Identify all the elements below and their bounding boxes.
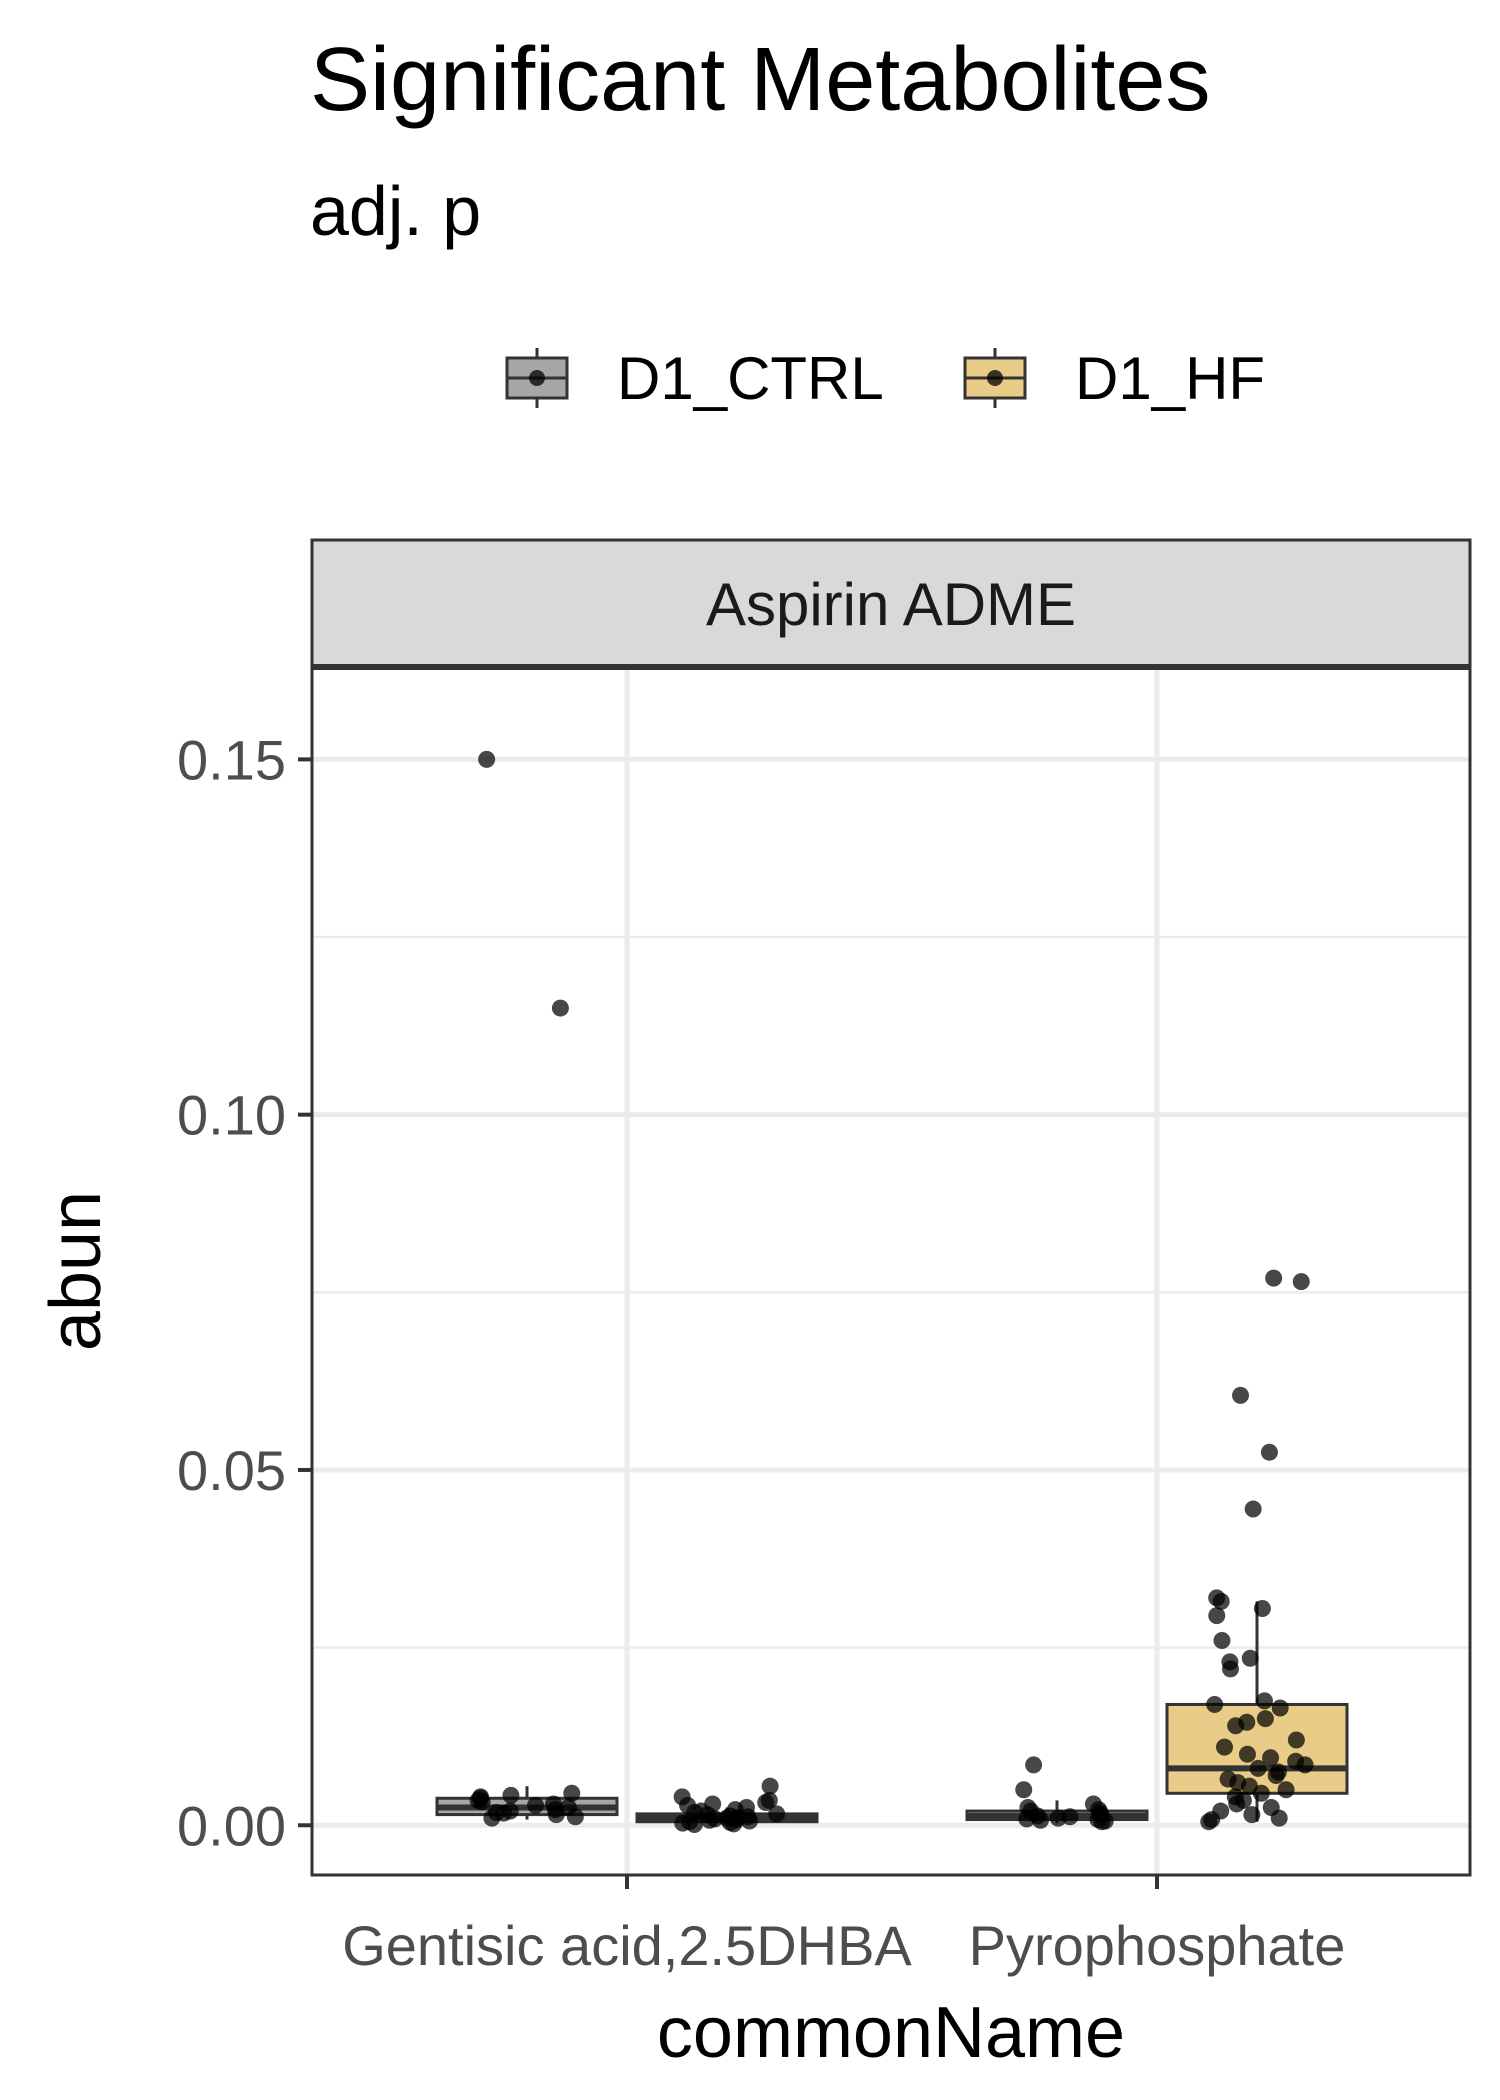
data-point (502, 1786, 520, 1804)
data-point (1018, 1810, 1036, 1828)
data-point (1238, 1745, 1256, 1763)
data-point (1243, 1806, 1261, 1824)
data-point (1270, 1809, 1288, 1827)
legend-key-point-0 (529, 370, 545, 386)
data-point (1216, 1738, 1234, 1756)
y-tick-label-0: 0.00 (177, 1794, 286, 1857)
data-point (1093, 1813, 1111, 1831)
data-point (701, 1811, 719, 1829)
data-point (1255, 1692, 1273, 1710)
plot-panel (312, 667, 1470, 1875)
axes: 0.00 0.05 0.10 0.15 Gentisic acid,2.5DHBA Pyr… (177, 728, 1345, 1977)
data-point (757, 1794, 775, 1812)
data-point (1262, 1749, 1280, 1767)
data-point (551, 999, 569, 1017)
data-point (566, 1808, 584, 1826)
data-point (725, 1815, 743, 1833)
legend: D1_CTRL D1_HF (505, 345, 1265, 412)
data-point (685, 1816, 703, 1834)
y-axis-title: abun (36, 1191, 116, 1351)
facet-strip (310, 538, 1472, 669)
data-point (1244, 1500, 1262, 1518)
y-tick-label-1: 0.05 (177, 1439, 286, 1502)
y-tick-label-3: 0.15 (177, 728, 286, 791)
data-point (1277, 1781, 1295, 1799)
data-point (740, 1812, 758, 1830)
chart-title: Significant Metabolites (310, 30, 1210, 130)
x-axis-title: commonName (657, 1993, 1125, 2073)
data-point (1267, 1767, 1285, 1785)
data-point (1049, 1809, 1067, 1827)
data-point (761, 1777, 779, 1795)
legend-key-point-1 (987, 370, 1003, 386)
data-point (1228, 1795, 1246, 1813)
data-point (1249, 1759, 1267, 1777)
data-point (1025, 1756, 1043, 1774)
data-point (1241, 1649, 1259, 1667)
legend-label-1: D1_HF (1075, 345, 1265, 412)
data-point (483, 1809, 501, 1827)
data-point (1206, 1695, 1224, 1713)
data-point (1221, 1660, 1239, 1678)
data-point (478, 750, 496, 768)
data-point (1212, 1592, 1230, 1610)
data-point (1208, 1607, 1226, 1625)
legend-label-0: D1_CTRL (617, 345, 884, 412)
facet-strip-label: Aspirin ADME (706, 571, 1076, 638)
data-point (547, 1806, 565, 1824)
x-tick-label-1: Pyrophosphate (969, 1914, 1346, 1977)
x-tick-label-0: Gentisic acid,2.5DHBA (342, 1914, 912, 1977)
data-point (1015, 1781, 1033, 1799)
chart-subtitle: adj. p (310, 172, 481, 250)
data-point (1271, 1699, 1289, 1717)
data-point (1232, 1386, 1250, 1404)
data-point (1200, 1813, 1218, 1831)
data-point (1252, 1784, 1270, 1802)
data-point (768, 1805, 786, 1823)
points (469, 750, 1314, 1834)
data-point (1213, 1632, 1231, 1650)
data-point (1287, 1731, 1305, 1749)
data-point (563, 1784, 581, 1802)
data-point (1256, 1710, 1274, 1728)
data-point (471, 1789, 489, 1807)
grid (312, 667, 1470, 1875)
data-point (1265, 1269, 1283, 1287)
data-point (1260, 1443, 1278, 1461)
data-point (1031, 1811, 1049, 1829)
y-tick-label-2: 0.10 (177, 1084, 286, 1147)
data-point (526, 1796, 544, 1814)
data-point (1292, 1273, 1310, 1291)
data-point (1227, 1717, 1245, 1735)
data-point (1253, 1600, 1271, 1618)
data-point (1296, 1756, 1314, 1774)
